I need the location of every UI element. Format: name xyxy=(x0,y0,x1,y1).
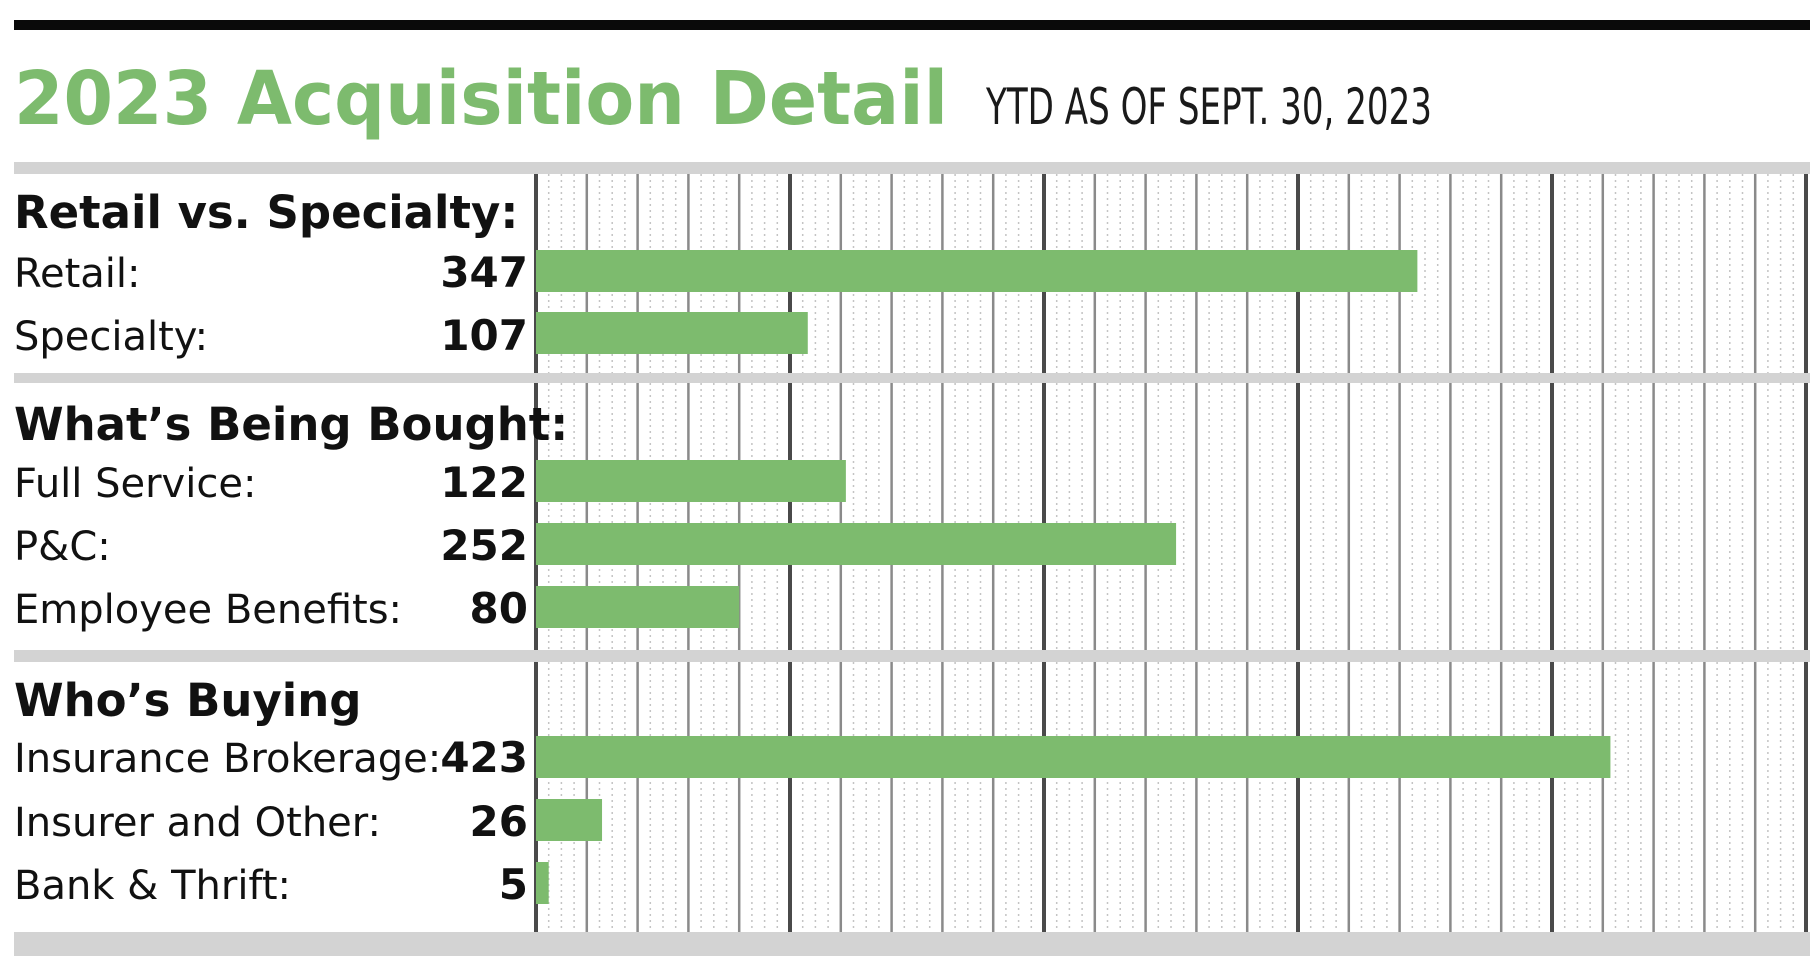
bar xyxy=(536,460,846,502)
chart-title: 2023 Acquisition Detail xyxy=(14,56,948,142)
value-label: 5 xyxy=(499,860,528,909)
category-label: Specialty: xyxy=(14,314,208,360)
category-label: Bank & Thrift: xyxy=(14,863,291,909)
group-heading: What’s Being Bought: xyxy=(14,398,568,451)
section-band xyxy=(14,373,1810,383)
bar xyxy=(536,523,1177,565)
value-label: 26 xyxy=(470,797,528,846)
category-label: Insurer and Other: xyxy=(14,800,381,846)
category-label: Insurance Brokerage: xyxy=(14,736,441,782)
bar xyxy=(536,250,1418,292)
value-label: 252 xyxy=(440,521,528,570)
category-label: Full Service: xyxy=(14,461,256,507)
value-label: 423 xyxy=(440,733,528,782)
section-bands xyxy=(14,162,1810,956)
section-band xyxy=(14,932,1810,956)
top-rule xyxy=(14,20,1810,30)
bars xyxy=(536,250,1611,904)
bar xyxy=(536,312,808,354)
value-label: 80 xyxy=(470,584,528,633)
group-heading: Who’s Buying xyxy=(14,674,361,727)
category-label: P&C: xyxy=(14,524,111,570)
group-heading: Retail vs. Specialty: xyxy=(14,186,518,239)
category-label: Retail: xyxy=(14,251,141,297)
chart-subtitle: YTD AS OF SEPT. 30, 2023 xyxy=(985,78,1432,136)
section-band xyxy=(14,650,1810,662)
row-labels: Retail vs. Specialty: Retail: 347 Specialty… xyxy=(14,186,568,909)
value-label: 347 xyxy=(440,248,528,297)
value-label: 107 xyxy=(440,311,528,360)
section-band xyxy=(14,162,1810,174)
value-label: 122 xyxy=(440,458,528,507)
bar xyxy=(536,862,549,904)
category-label: Employee Benefits: xyxy=(14,587,402,633)
bar xyxy=(536,799,603,841)
bar xyxy=(536,586,740,628)
bar xyxy=(536,736,1611,778)
